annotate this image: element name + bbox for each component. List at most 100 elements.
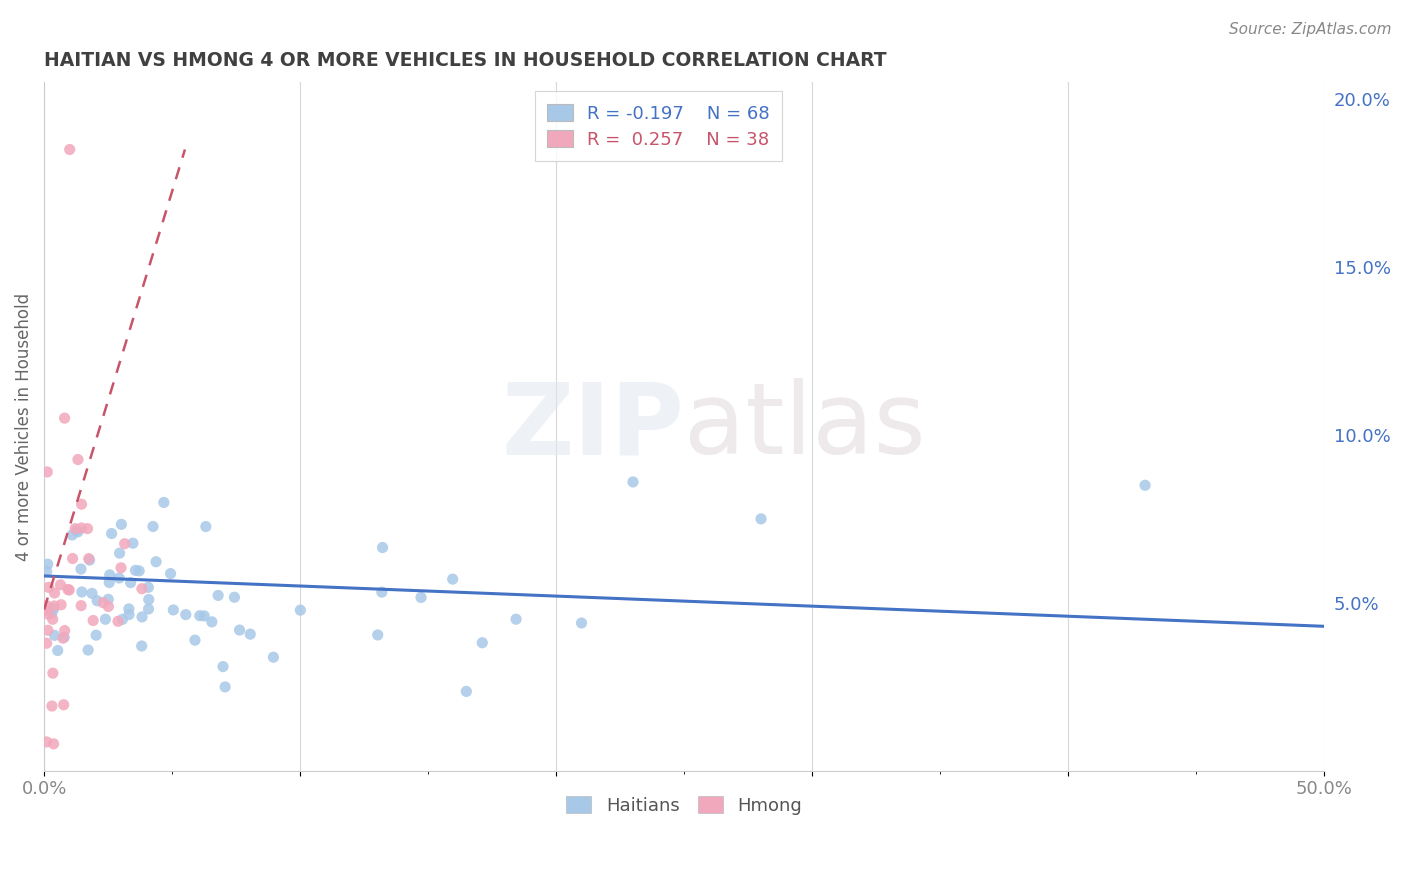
Point bbox=[52, 631, 75, 645]
Point bbox=[37, 607, 59, 621]
Point bbox=[194, 519, 217, 533]
Text: ZIP: ZIP bbox=[502, 378, 685, 475]
Point bbox=[52, 698, 75, 712]
Point bbox=[91, 596, 114, 610]
Point bbox=[98, 567, 121, 582]
Point bbox=[621, 475, 644, 489]
Point bbox=[80, 586, 103, 600]
Point bbox=[63, 522, 86, 536]
Point bbox=[41, 699, 63, 714]
Point bbox=[120, 575, 142, 590]
Point bbox=[97, 592, 120, 607]
Point bbox=[76, 522, 98, 536]
Point bbox=[44, 586, 66, 600]
Point bbox=[131, 639, 153, 653]
Point bbox=[471, 636, 494, 650]
Point bbox=[41, 612, 63, 626]
Point bbox=[35, 636, 58, 650]
Point bbox=[97, 599, 120, 614]
Point bbox=[162, 603, 184, 617]
Point bbox=[77, 643, 100, 657]
Point bbox=[131, 610, 153, 624]
Point bbox=[262, 650, 284, 665]
Point bbox=[193, 608, 215, 623]
Text: atlas: atlas bbox=[685, 378, 925, 475]
Point bbox=[131, 582, 153, 596]
Point bbox=[456, 684, 478, 698]
Point bbox=[159, 566, 181, 581]
Point bbox=[371, 585, 394, 599]
Point bbox=[409, 591, 432, 605]
Point bbox=[58, 582, 80, 597]
Point bbox=[62, 551, 84, 566]
Point bbox=[290, 603, 312, 617]
Point bbox=[124, 563, 146, 577]
Point bbox=[42, 737, 65, 751]
Point bbox=[145, 555, 167, 569]
Point bbox=[108, 571, 131, 585]
Point bbox=[136, 580, 159, 594]
Point bbox=[53, 411, 76, 425]
Point bbox=[1133, 478, 1156, 492]
Legend: Haitians, Hmong: Haitians, Hmong bbox=[557, 787, 811, 823]
Text: HAITIAN VS HMONG 4 OR MORE VEHICLES IN HOUSEHOLD CORRELATION CHART: HAITIAN VS HMONG 4 OR MORE VEHICLES IN H… bbox=[44, 51, 887, 70]
Point bbox=[122, 536, 145, 550]
Point bbox=[188, 608, 211, 623]
Point bbox=[214, 680, 236, 694]
Point bbox=[441, 572, 464, 586]
Point bbox=[224, 591, 246, 605]
Point bbox=[79, 553, 101, 567]
Point bbox=[66, 524, 89, 539]
Point bbox=[46, 643, 69, 657]
Point bbox=[228, 623, 250, 637]
Point bbox=[505, 612, 527, 626]
Point bbox=[56, 582, 79, 597]
Y-axis label: 4 or more Vehicles in Household: 4 or more Vehicles in Household bbox=[15, 293, 32, 560]
Point bbox=[70, 497, 93, 511]
Point bbox=[749, 512, 772, 526]
Point bbox=[98, 575, 121, 590]
Point bbox=[35, 599, 58, 613]
Point bbox=[118, 602, 141, 616]
Point bbox=[42, 602, 65, 616]
Point bbox=[207, 588, 229, 602]
Point bbox=[44, 599, 66, 613]
Point bbox=[70, 562, 93, 576]
Point bbox=[138, 592, 160, 607]
Point bbox=[59, 143, 82, 157]
Point bbox=[84, 628, 107, 642]
Point bbox=[35, 565, 58, 579]
Point bbox=[367, 628, 389, 642]
Point bbox=[184, 633, 207, 648]
Point bbox=[35, 603, 58, 617]
Point bbox=[107, 615, 129, 629]
Point bbox=[111, 612, 134, 626]
Point bbox=[174, 607, 197, 622]
Point bbox=[128, 564, 150, 578]
Text: Source: ZipAtlas.com: Source: ZipAtlas.com bbox=[1229, 22, 1392, 37]
Point bbox=[37, 465, 59, 479]
Point bbox=[65, 524, 87, 538]
Point bbox=[108, 546, 131, 560]
Point bbox=[118, 607, 141, 622]
Point bbox=[66, 452, 89, 467]
Point bbox=[571, 615, 593, 630]
Point bbox=[114, 537, 136, 551]
Point bbox=[41, 607, 63, 621]
Point bbox=[70, 585, 93, 599]
Point bbox=[212, 659, 235, 673]
Point bbox=[49, 578, 72, 592]
Point bbox=[77, 551, 100, 566]
Point bbox=[100, 526, 122, 541]
Point bbox=[239, 627, 262, 641]
Point bbox=[42, 666, 65, 681]
Point bbox=[37, 624, 59, 638]
Point bbox=[371, 541, 394, 555]
Point bbox=[35, 735, 58, 749]
Point bbox=[70, 521, 93, 535]
Point bbox=[86, 593, 108, 607]
Point bbox=[138, 602, 160, 616]
Point bbox=[110, 561, 132, 575]
Point bbox=[38, 580, 60, 594]
Point bbox=[53, 624, 76, 638]
